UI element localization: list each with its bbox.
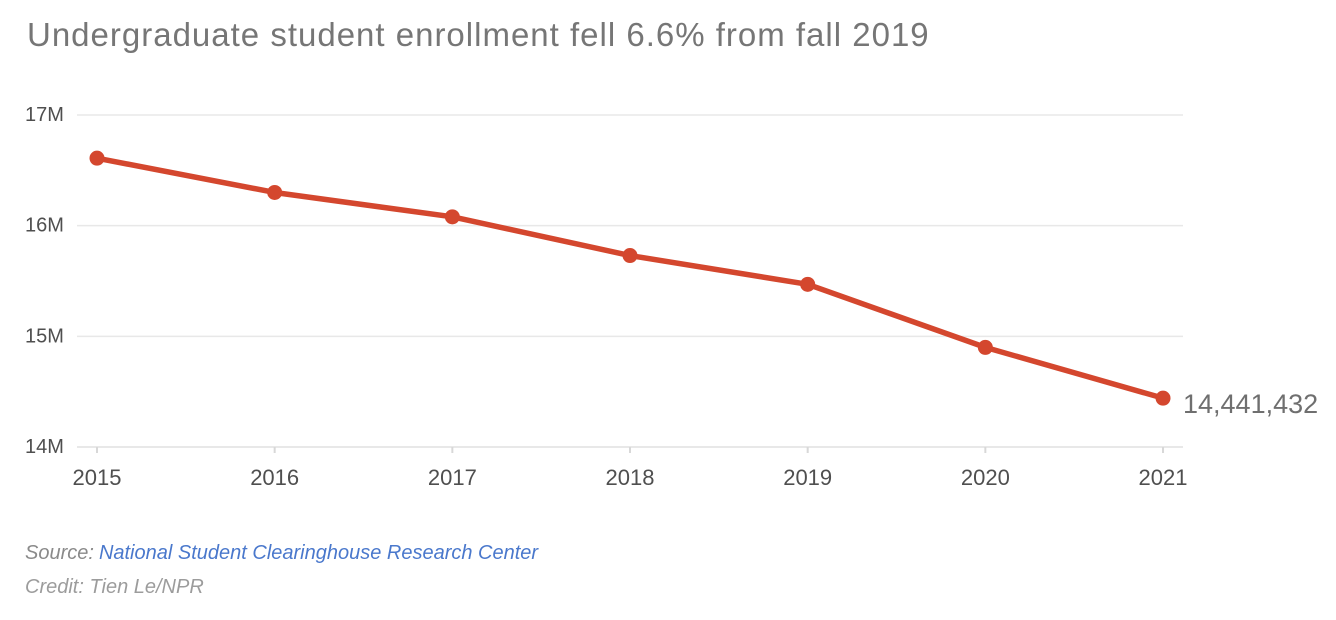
- x-tick-label: 2016: [250, 465, 299, 490]
- x-tick-label: 2020: [961, 465, 1010, 490]
- x-tick-label: 2021: [1139, 465, 1188, 490]
- y-tick-label: 14M: [25, 436, 64, 458]
- data-point-2016[interactable]: [267, 184, 283, 200]
- x-tick-label: 2019: [783, 465, 832, 490]
- last-value-label: 14,441,432: [1183, 389, 1318, 419]
- data-point-2020[interactable]: [977, 339, 993, 355]
- x-tick-label: 2015: [73, 465, 122, 490]
- x-tick-label: 2017: [428, 465, 477, 490]
- enrollment-line: [94, 155, 1166, 401]
- data-point-2015[interactable]: [89, 150, 105, 166]
- data-point-2017[interactable]: [444, 209, 460, 225]
- data-point-2021[interactable]: [1155, 390, 1171, 406]
- source-line: Source: National Student Clearinghouse Re…: [25, 541, 538, 565]
- credit-line: Credit: Tien Le/NPR: [25, 576, 204, 598]
- data-point-2018[interactable]: [622, 248, 638, 264]
- source-link[interactable]: National Student Clearinghouse Research …: [98, 542, 539, 564]
- y-tick-label: 16M: [25, 215, 64, 237]
- data-point-2019[interactable]: [800, 276, 816, 292]
- chart-title: Undergraduate student enrollment fell 6.…: [27, 16, 930, 53]
- x-tick-label: 2018: [606, 465, 655, 490]
- y-tick-label: 15M: [25, 325, 64, 347]
- y-tick-label: 17M: [25, 104, 64, 126]
- source-label: Source:: [25, 542, 94, 564]
